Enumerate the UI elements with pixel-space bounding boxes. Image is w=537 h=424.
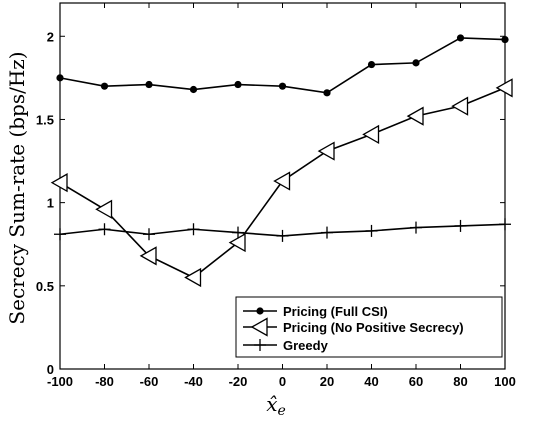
data-point <box>365 224 378 237</box>
data-point <box>95 199 113 219</box>
data-point <box>501 36 509 44</box>
legend-label: Pricing (Full CSI) <box>283 304 388 319</box>
data-point <box>273 171 291 191</box>
data-point <box>143 228 155 241</box>
legend-marker <box>254 339 266 351</box>
series-2 <box>54 218 511 242</box>
series-0 <box>56 34 509 97</box>
x-tick-label: 40 <box>364 374 378 389</box>
x-tick-label: 20 <box>320 374 334 389</box>
data-point <box>278 82 287 90</box>
data-point <box>184 267 202 288</box>
data-point <box>412 59 420 67</box>
legend-item-1: Pricing (No Positive Secrecy) <box>243 317 464 337</box>
x-tick-label: 80 <box>453 374 467 389</box>
legend-item-2: Greedy <box>243 338 329 353</box>
data-point <box>189 85 198 94</box>
y-tick-label: 1.5 <box>36 112 54 127</box>
y-tick-label: 2 <box>47 29 54 44</box>
y-tick-label: 0.5 <box>36 279 54 294</box>
x-tick-label: 100 <box>494 374 516 389</box>
data-point <box>323 89 331 97</box>
x-tick-label: 60 <box>409 374 423 389</box>
data-point <box>495 78 513 98</box>
y-tick-label: 1 <box>47 196 54 211</box>
x-tick-labels: -100 -80 -60 -40 -20 0 20 40 60 80 100 <box>47 374 516 389</box>
x-tick-label: -20 <box>229 374 248 389</box>
data-point <box>232 226 244 239</box>
data-point <box>410 221 422 234</box>
data-point <box>456 34 465 42</box>
data-point <box>98 223 111 236</box>
y-axis-title: Secrecy Sum-rate (bps/Hz) <box>5 51 29 324</box>
legend-items: Pricing (Full CSI)Pricing (No Positive S… <box>243 304 464 353</box>
data-point <box>317 141 335 161</box>
svg-text:x̂e: x̂e <box>266 392 286 419</box>
data-point <box>100 82 109 90</box>
data-point <box>406 106 424 126</box>
data-point <box>187 223 200 236</box>
legend-item-0: Pricing (Full CSI) <box>243 304 388 319</box>
y-tick-label: 0 <box>47 362 54 377</box>
legend: Pricing (Full CSI)Pricing (No Positive S… <box>235 296 503 358</box>
data-point <box>234 80 242 89</box>
y-tick-labels: 0 0.5 1 1.5 2 <box>36 29 54 377</box>
data-point <box>56 74 64 82</box>
data-point <box>454 219 467 232</box>
series-layer <box>50 34 513 288</box>
data-point <box>362 124 380 145</box>
data-point <box>139 246 157 266</box>
data-point <box>276 229 289 242</box>
legend-label: Greedy <box>283 338 329 353</box>
data-point <box>54 228 66 241</box>
x-tick-label: -100 <box>47 374 73 389</box>
x-tick-label: 0 <box>279 374 286 389</box>
legend-marker <box>256 307 264 315</box>
axis-ticks <box>59 3 506 370</box>
x-tick-label: -60 <box>140 374 159 389</box>
data-point <box>50 173 68 193</box>
x-axis-label-subscript: e <box>277 403 285 419</box>
data-point <box>499 218 511 231</box>
legend-label: Pricing (No Positive Secrecy) <box>283 320 464 335</box>
data-point <box>451 96 469 116</box>
legend-marker <box>250 317 268 337</box>
x-axis-label: x̂ <box>266 392 277 416</box>
data-point <box>321 226 333 239</box>
x-tick-label: -40 <box>184 374 203 389</box>
series-1 <box>50 78 513 288</box>
x-axis-title: x̂e <box>266 392 286 419</box>
x-tick-label: -80 <box>95 374 114 389</box>
legend-box <box>235 296 503 358</box>
data-point <box>367 60 376 69</box>
data-point <box>145 80 153 89</box>
